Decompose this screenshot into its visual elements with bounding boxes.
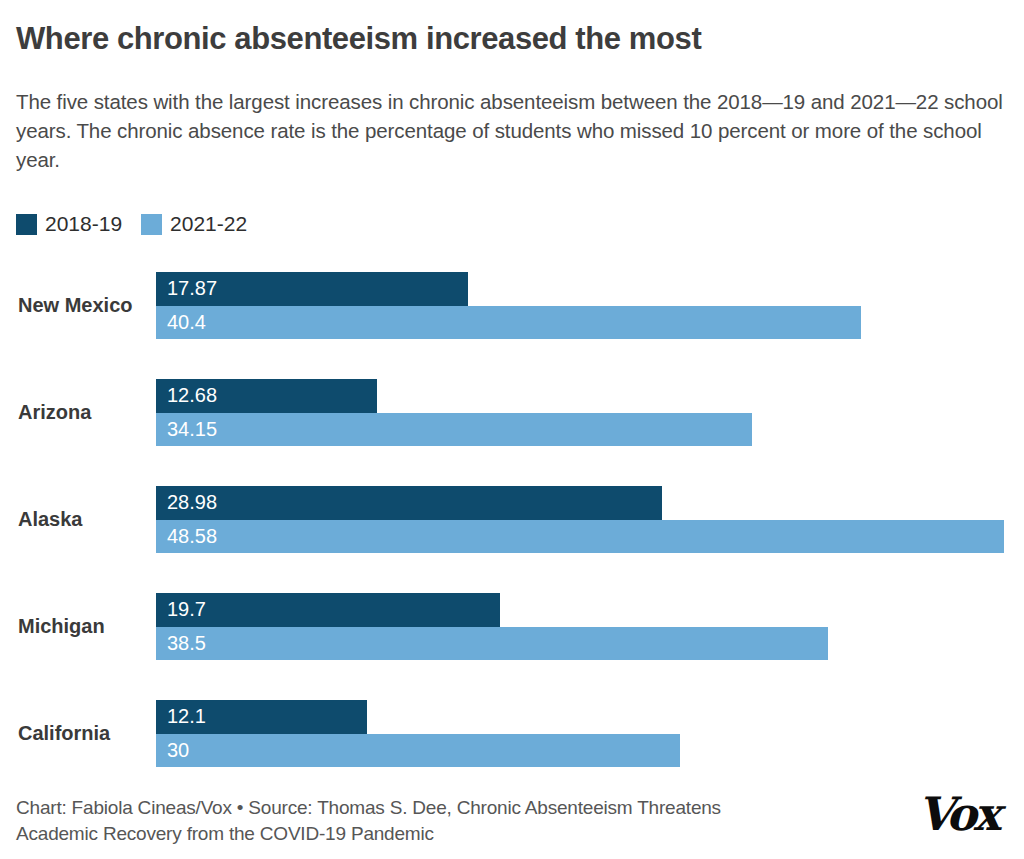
chart-subtitle: The five states with the largest increas… xyxy=(16,87,1008,174)
legend-label: 2018-19 xyxy=(45,212,122,236)
bar-value-label: 12.1 xyxy=(156,705,206,728)
category-label: New Mexico xyxy=(16,272,156,339)
bar-2021-22: 34.15 xyxy=(156,413,752,447)
bar-value-label: 28.98 xyxy=(156,491,217,514)
bar-2021-22: 38.5 xyxy=(156,627,828,661)
category-label: Arizona xyxy=(16,379,156,446)
category-label: Michigan xyxy=(16,593,156,660)
bar-value-label: 48.58 xyxy=(156,525,217,548)
legend-swatch xyxy=(16,214,37,235)
category-label: California xyxy=(16,700,156,767)
chart-row: Arizona12.68 34.15 xyxy=(16,379,1008,446)
legend-item-2021-22: 2021-22 xyxy=(141,212,247,236)
bar-2021-22: 30 xyxy=(156,734,680,768)
bar-value-label: 34.15 xyxy=(156,418,217,441)
bar-chart: New Mexico17.87 40.4 Arizona12.68 34.15 Alas… xyxy=(16,272,1008,767)
chart-row: Alaska28.98 48.58 xyxy=(16,486,1008,553)
bar-group: 17.87 40.4 xyxy=(156,272,1008,339)
chart-row: Michigan19.7 38.5 xyxy=(16,593,1008,660)
category-label: Alaska xyxy=(16,486,156,553)
bar-2018-19: 12.1 xyxy=(156,700,367,734)
legend-label: 2021-22 xyxy=(170,212,247,236)
bar-value-label: 17.87 xyxy=(156,277,217,300)
legend-swatch xyxy=(141,214,162,235)
bar-value-label: 12.68 xyxy=(156,384,217,407)
bar-2018-19: 28.98 xyxy=(156,486,662,520)
bar-group: 19.7 38.5 xyxy=(156,593,1008,660)
bar-group: 12.68 34.15 xyxy=(156,379,1008,446)
bar-2021-22: 40.4 xyxy=(156,306,861,340)
vox-logo: Vox xyxy=(917,791,1008,837)
bar-group: 28.98 48.58 xyxy=(156,486,1008,553)
chart-title: Where chronic absenteeism increased the … xyxy=(16,22,1008,57)
bar-value-label: 19.7 xyxy=(156,598,206,621)
bar-value-label: 30 xyxy=(156,739,189,762)
chart-footer: Chart: Fabiola Cineas/Vox • Source: Thom… xyxy=(16,795,1008,847)
legend-item-2018-19: 2018-19 xyxy=(16,212,122,236)
bar-2018-19: 17.87 xyxy=(156,272,468,306)
chart-row: California12.1 30 xyxy=(16,700,1008,767)
chart-legend: 2018-19 2021-22 xyxy=(16,212,1008,236)
chart-card: Where chronic absenteeism increased the … xyxy=(0,0,1024,859)
bar-value-label: 38.5 xyxy=(156,632,206,655)
chart-row: New Mexico17.87 40.4 xyxy=(16,272,1008,339)
bar-value-label: 40.4 xyxy=(156,311,206,334)
bar-group: 12.1 30 xyxy=(156,700,1008,767)
bar-2018-19: 12.68 xyxy=(156,379,377,413)
bar-2018-19: 19.7 xyxy=(156,593,500,627)
bar-2021-22: 48.58 xyxy=(156,520,1004,554)
chart-credit: Chart: Fabiola Cineas/Vox • Source: Thom… xyxy=(16,795,786,847)
